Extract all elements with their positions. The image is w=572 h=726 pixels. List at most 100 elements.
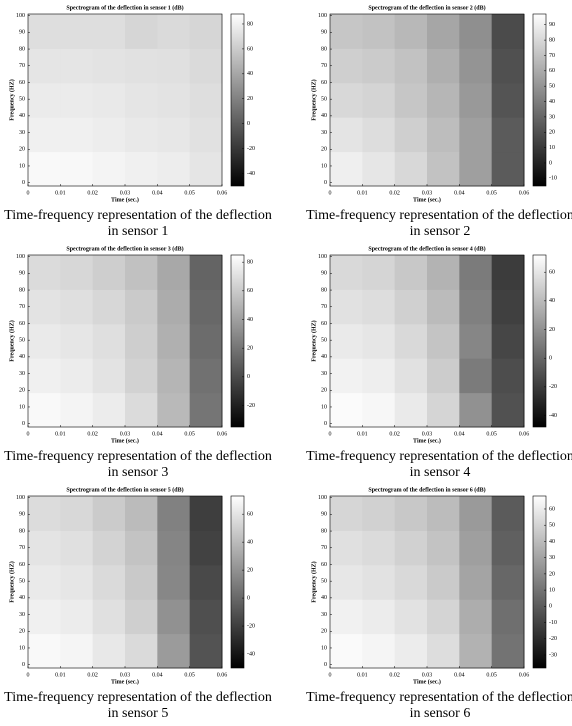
x-tick-label: 0.04: [454, 672, 465, 678]
heat-cell: [125, 14, 158, 49]
x-tick-label: 0.03: [120, 672, 131, 678]
heat-cell: [189, 530, 223, 566]
y-tick-label: 0: [22, 662, 25, 668]
y-tick-label: 20: [19, 629, 25, 635]
x-tick-label: 0.03: [120, 190, 131, 196]
heat-cell: [28, 289, 61, 325]
colorbar: [532, 495, 547, 669]
y-tick-label: 40: [19, 595, 25, 601]
heat-cell: [459, 82, 493, 118]
heat-cell: [330, 48, 363, 84]
colorbar-tick-label: -20: [247, 623, 255, 629]
heat-cell: [427, 117, 460, 153]
heat-cell: [92, 599, 126, 635]
y-tick-label: 60: [19, 321, 25, 327]
heat-cell: [394, 564, 428, 600]
heat-cell: [394, 599, 428, 635]
y-tick-label: 60: [321, 321, 327, 327]
heat-cell: [60, 48, 94, 84]
heat-cell: [125, 117, 158, 153]
y-tick-label: 0: [324, 421, 327, 427]
x-tick-label: 0.05: [184, 672, 195, 678]
colorbar-tick-label: -40: [549, 413, 557, 419]
colorbar-tick-label: 20: [549, 327, 555, 333]
heat-cell: [157, 14, 191, 49]
heat-cell: [125, 289, 158, 325]
heat-cell: [491, 289, 525, 325]
y-tick-label: 30: [19, 612, 25, 618]
heat-cell: [491, 14, 525, 49]
heat-cell: [491, 599, 525, 635]
heat-cell: [28, 530, 61, 566]
colorbar-tick-label: -20: [549, 384, 557, 390]
heat-cell: [60, 358, 94, 394]
y-tick-label: 80: [19, 287, 25, 293]
heat-cell: [60, 151, 94, 187]
heat-cell: [92, 82, 126, 118]
y-tick-label: 80: [321, 528, 327, 534]
caption: Time-frequency representation of the def…: [4, 208, 272, 239]
heat-cell: [491, 255, 525, 290]
heat-cell: [189, 392, 223, 428]
x-tick-label: 0.01: [55, 190, 66, 196]
heat-cell: [362, 117, 396, 153]
heat-cell: [189, 323, 223, 359]
x-tick-label: 0.04: [454, 431, 465, 437]
heat-cell: [92, 323, 126, 359]
heat-cell: [28, 14, 61, 49]
heat-cell: [330, 358, 363, 394]
y-tick-label: 70: [19, 545, 25, 551]
colorbar-tick-label: 20: [247, 567, 253, 573]
x-tick-label: 0.04: [152, 672, 163, 678]
heat-cell: [362, 289, 396, 325]
heat-cell: [157, 117, 191, 153]
y-axis-label: Frequency (HZ): [8, 320, 15, 361]
x-tick-label: 0.03: [422, 190, 433, 196]
heat-cell: [459, 151, 493, 187]
y-tick-label: 50: [321, 338, 327, 344]
heat-cell: [491, 358, 525, 394]
colorbar-tick-label: 30: [549, 555, 555, 561]
colorbar-tick-label: 80: [549, 37, 555, 43]
x-tick-label: 0.02: [389, 672, 400, 678]
heat-cell: [427, 82, 460, 118]
heat-cell: [427, 392, 460, 428]
y-tick-label: 90: [19, 30, 25, 36]
caption: Time-frequency representation of the def…: [306, 208, 572, 239]
y-tick-label: 50: [321, 97, 327, 103]
heat-cell: [427, 633, 460, 669]
heat-cell: [92, 496, 126, 531]
heat-cell: [92, 289, 126, 325]
heat-cell: [394, 151, 428, 187]
x-tick-label: 0: [329, 672, 332, 678]
heat-cell: [491, 323, 525, 359]
colorbar-tick-label: 90: [549, 22, 555, 28]
colorbar-tick-label: 0: [549, 356, 552, 362]
x-tick-label: 0: [27, 431, 30, 437]
heat-cell: [330, 496, 363, 531]
colorbar-tick-label: 0: [549, 160, 552, 166]
heat-cell: [157, 255, 191, 290]
heat-cell: [92, 14, 126, 49]
colorbar-tick-label: 40: [247, 540, 253, 546]
heat-cell: [28, 48, 61, 84]
heat-cell: [157, 289, 191, 325]
heat-cell: [28, 117, 61, 153]
heat-cell: [491, 82, 525, 118]
heat-cell: [189, 358, 223, 394]
colorbar-tick-label: 20: [549, 130, 555, 136]
heat-cell: [189, 289, 223, 325]
x-tick-label: 0.04: [152, 431, 163, 437]
heat-cell: [125, 255, 158, 290]
y-axis-label: Frequency (HZ): [8, 79, 15, 120]
heat-cell: [28, 358, 61, 394]
heat-cell: [427, 14, 460, 49]
y-tick-label: 30: [19, 371, 25, 377]
x-tick-label: 0.06: [217, 672, 228, 678]
heat-cell: [157, 392, 191, 428]
heat-cell: [92, 358, 126, 394]
y-tick-label: 20: [321, 388, 327, 394]
heat-cell: [394, 530, 428, 566]
y-axis-label: Frequency (HZ): [310, 561, 317, 602]
heat-cell: [362, 48, 396, 84]
